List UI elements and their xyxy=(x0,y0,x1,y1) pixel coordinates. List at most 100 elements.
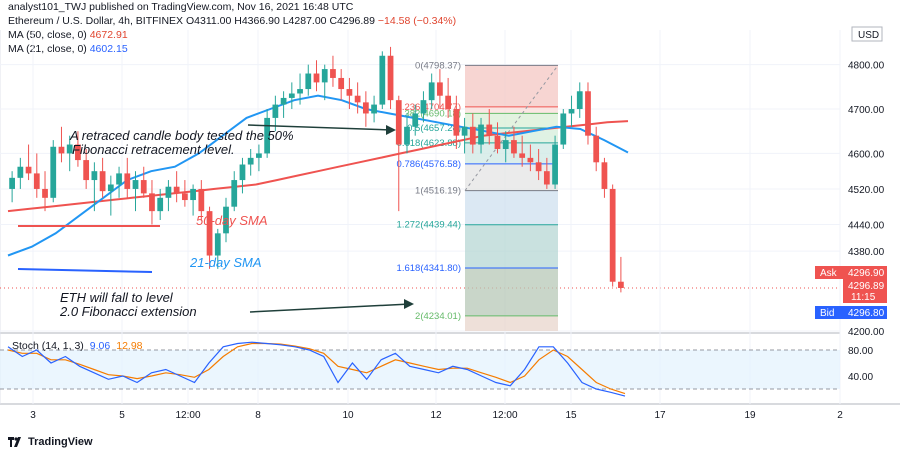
ask-label-bg xyxy=(815,266,843,279)
candle-body xyxy=(206,211,213,256)
candle-body xyxy=(321,69,328,83)
annotation-note1-line1: A retraced candle body tested the 50% xyxy=(69,128,294,143)
x-tick-label: 17 xyxy=(654,410,666,421)
candle-body xyxy=(140,180,147,194)
fib-level-label: 0.5(4657.28) xyxy=(407,123,461,134)
arrow-note1-head xyxy=(386,125,396,135)
candle-body xyxy=(9,177,15,189)
stoch-tick-label: 40.00 xyxy=(848,372,873,383)
candle-body xyxy=(305,73,312,90)
candle-body xyxy=(181,193,188,201)
candle-body xyxy=(231,180,238,207)
symbol-line: Ethereum / U.S. Dollar, 4h, BITFINEX O43… xyxy=(8,15,456,27)
candle-body xyxy=(362,102,369,114)
candle-body xyxy=(107,184,114,192)
fib-level-label: 1(4516.19) xyxy=(415,186,461,197)
bid-label-bg xyxy=(815,306,843,319)
fib-level-label: 0.786(4576.58) xyxy=(397,159,461,170)
fib-level-label: 2(4234.01) xyxy=(415,311,461,322)
stoch-band xyxy=(0,350,840,389)
candle-body xyxy=(535,162,542,172)
x-tick-label: 15 xyxy=(565,410,577,421)
fib-zone xyxy=(465,106,558,114)
last-price-bg xyxy=(843,279,887,303)
candle-body xyxy=(165,186,172,198)
fib-level-label: 1.272(4439.44) xyxy=(397,220,461,231)
y-tick-label: 4440.00 xyxy=(848,220,885,231)
candle-body xyxy=(478,124,484,145)
y-tick-label: 4700.00 xyxy=(848,105,885,116)
stoch-legend[interactable]: Stoch (14, 1, 3) 9.06 12.98 xyxy=(12,340,143,352)
stoch-k-line xyxy=(7,341,626,397)
candle-body xyxy=(190,188,196,201)
candle-body xyxy=(149,193,155,212)
candle-body xyxy=(437,82,443,96)
candle-body xyxy=(420,100,427,114)
candle-body xyxy=(124,173,131,189)
fib-zone xyxy=(465,113,558,128)
candle-body xyxy=(173,186,180,194)
candle-body xyxy=(272,104,279,118)
candle-body xyxy=(412,113,419,127)
tradingview-logo-icon xyxy=(8,437,21,447)
candle-body xyxy=(116,173,122,185)
candle-body xyxy=(338,77,345,90)
x-tick-label: 5 xyxy=(119,410,125,421)
candle-body xyxy=(25,166,32,174)
candle-body xyxy=(223,206,229,234)
price-chart[interactable]: 0(4798.37) 0.236(4704.77)0.382(4690.18) 0.… xyxy=(0,0,900,430)
ask-label: Ask xyxy=(820,268,838,279)
fib-level-label: 0.618(4623.88) xyxy=(397,138,461,149)
fib-trend-line xyxy=(464,65,559,191)
candle-body xyxy=(264,117,271,154)
fib-zone xyxy=(465,224,558,269)
bid-label: Bid xyxy=(820,308,834,319)
x-tick-label: 10 xyxy=(342,410,354,421)
fib-level-label: 0.236(4704.77) xyxy=(397,102,461,113)
candle-body xyxy=(58,146,65,154)
fib-level-label: 0(4798.37) xyxy=(415,60,461,71)
candle-body xyxy=(214,233,221,256)
label-sma21: 21-day SMA xyxy=(189,255,262,270)
candle-body xyxy=(198,188,205,212)
annotation-note2-line1: ETH will fall to level xyxy=(60,290,174,305)
symbol: Ethereum / U.S. Dollar, 4h, BITFINEX xyxy=(8,15,184,27)
footer-brand[interactable]: TradingView xyxy=(8,436,93,448)
fib-zone xyxy=(465,65,558,107)
annotation-note2-line2: 2.0 Fibonacci extension xyxy=(59,304,197,319)
bid-price: 4296.80 xyxy=(848,308,885,319)
candle-body xyxy=(601,162,608,189)
fib-zone xyxy=(465,190,558,225)
ma21-legend[interactable]: MA (21, close, 0) 4602.15 xyxy=(8,43,128,55)
candle-body xyxy=(387,55,394,101)
candle-body xyxy=(404,126,410,145)
annotation-note1-line2: Fibonacci retracement level. xyxy=(72,142,235,157)
candle-body xyxy=(371,104,377,114)
candle-body xyxy=(511,140,517,154)
stoch-tick-label: 80.00 xyxy=(848,346,873,357)
x-tick-label: 12:00 xyxy=(175,410,200,421)
y-tick-label: 4520.00 xyxy=(848,185,885,196)
candle-body xyxy=(33,173,40,189)
last-price: 4296.89 xyxy=(848,281,885,292)
x-tick-label: 19 xyxy=(744,410,756,421)
candle-body xyxy=(247,157,254,165)
y-tick-label: 4600.00 xyxy=(848,149,885,160)
candle-body xyxy=(42,188,48,198)
candle-body xyxy=(288,93,295,98)
currency-label: USD xyxy=(858,30,879,41)
candle-body xyxy=(543,171,550,185)
y-tick-label: 4380.00 xyxy=(848,247,885,258)
currency-tag[interactable] xyxy=(851,26,883,42)
publisher-line: analyst101_TWJ published on TradingView.… xyxy=(8,1,354,13)
candle-body xyxy=(585,91,591,136)
candle-body xyxy=(313,73,320,83)
y-tick-label: 4200.00 xyxy=(848,327,885,338)
candle-body xyxy=(157,197,164,212)
support-line-blue xyxy=(17,268,153,273)
stoch-d-line xyxy=(7,342,626,395)
candle-body xyxy=(593,135,600,163)
candle-body xyxy=(494,135,501,149)
ma50-legend[interactable]: MA (50, close, 0) 4672.91 xyxy=(8,29,128,41)
x-tick-label: 12 xyxy=(430,410,442,421)
